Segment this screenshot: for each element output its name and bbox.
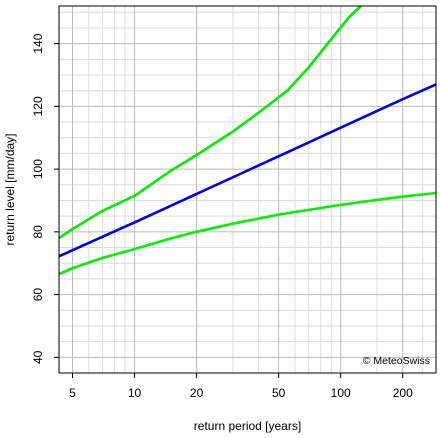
x-tick-label: 5 — [69, 386, 76, 400]
x-tick-label: 10 — [128, 386, 142, 400]
y-tick-label: 80 — [31, 225, 45, 239]
y-tick-label: 60 — [31, 288, 45, 302]
series-line-estimate — [59, 83, 436, 258]
y-tick-label: 140 — [31, 33, 45, 53]
y-axis-title: return level [mm/day] — [3, 133, 17, 245]
tick-layer: 5 10 20 50 100 200 40 60 80 100 120 140 — [31, 33, 413, 400]
y-tick-label: 40 — [31, 350, 45, 364]
x-tick-label: 100 — [331, 386, 351, 400]
x-tick-label: 50 — [272, 386, 286, 400]
series-line-upper-bound — [59, 6, 362, 240]
x-axis-title: return period [years] — [194, 419, 301, 433]
y-tick-label: 120 — [31, 96, 45, 116]
x-tick-label: 200 — [393, 386, 413, 400]
series-line-lower-bound — [59, 191, 436, 276]
plot-frame — [58, 5, 437, 374]
y-tick-label: 100 — [31, 159, 45, 179]
grid-layer — [59, 6, 436, 374]
credit-label: © MeteoSwiss — [363, 355, 430, 367]
series-layer — [59, 6, 436, 276]
x-tick-label: 20 — [190, 386, 204, 400]
